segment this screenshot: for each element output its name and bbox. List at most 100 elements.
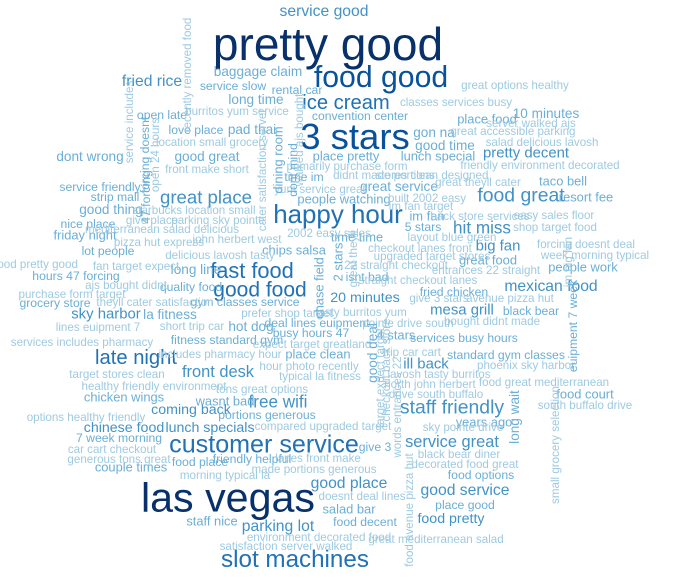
word-las-vegas: las vegas [140, 474, 316, 521]
word-cater-satisfaction-server: cater satisfaction server [256, 108, 270, 232]
word-good-time: good time [415, 138, 475, 154]
word-great-theyll-cater: great theyll cater [435, 176, 521, 190]
word-22-straight-checkout: 22 straight checkout [344, 259, 448, 273]
word-hot-dog: hot dog [228, 319, 274, 335]
word-satisfaction-server-walked: satisfaction server walked [219, 540, 353, 554]
word-black-bear: black bear [502, 303, 560, 318]
word-forcing-doesnt-deal: forcing doesnt deal [537, 238, 635, 252]
word-strip-mall: strip mall [90, 189, 140, 204]
word-people-watching: people watching [297, 191, 391, 207]
word-20-minutes: 20 minutes [330, 289, 400, 306]
word-services-busy-hours: services busy hours [410, 330, 518, 345]
word-built-2002-easy: built 2002 easy [388, 192, 466, 206]
word-classes-services-busy: classes services busy [399, 96, 513, 110]
word-give-place: give place [125, 214, 179, 228]
word-deal-lines-euipment: deal lines euipment [264, 315, 370, 330]
word-long-time: long time [228, 92, 284, 108]
word-happy-hour: happy hour [273, 201, 403, 230]
word-pretty-good: pretty good [212, 18, 444, 70]
word-chase-field: chase field [311, 257, 327, 319]
word-pad-thai: pad thai [227, 122, 277, 138]
word-great-options-healthy: great options healthy [461, 79, 569, 93]
word-shop-target-food: shop target food [513, 221, 597, 235]
word-food-pretty-good: food pretty good [0, 258, 78, 272]
word-front-desk: front desk [182, 362, 254, 381]
word-expect-target-greatland: expect target greatland [252, 338, 372, 352]
word-small-grocery-selection: small grocery selection [549, 386, 563, 504]
word-baggage-claim: baggage claim [213, 64, 303, 80]
word-great-accessible-parking: great accessible parking [450, 125, 576, 139]
word-entrances-22-straight: entrances 22 straight [431, 264, 541, 278]
word-black-bear-diner: black bear diner [417, 448, 501, 462]
word-environment-decorated-food: environment decorated food [246, 531, 392, 545]
word-hours-47-forcing: hours 47 forcing [32, 268, 120, 283]
word-time-time: time time [330, 229, 384, 245]
word-service-slow: service slow [199, 78, 267, 93]
word-friendly-helpful: friendly helpful [212, 451, 292, 466]
word-recently-removed-food: recently removed food [181, 17, 195, 133]
word-purchase-form-target: purchase form target [18, 288, 126, 302]
word-open-late: open late [136, 107, 188, 122]
word-delicious-lavosh-tasty: delicious lavosh tasty [165, 249, 275, 263]
word-target-expect-target: target expect target [374, 328, 388, 428]
word-great-place: great place [160, 186, 252, 208]
word-resort-fee: resort fee [558, 189, 614, 205]
word-slot-machines: slot machines [221, 545, 369, 573]
word-food-avenue-pizza-hut: food avenue pizza hut [403, 453, 417, 567]
word-pointe-drive-south: pointe drive south [362, 317, 454, 331]
word-lanes-front-make: lanes front make [275, 452, 361, 466]
word-good-service: good service [420, 482, 510, 500]
word-service-great: service great [405, 432, 499, 451]
word-phoenix-sky-harbor: phoenix sky harbor [477, 359, 575, 373]
word-im-fan-target: im fan target [388, 200, 454, 214]
word-euipment-7-week: euipment 7 week [565, 279, 580, 373]
word-im-big-fan: im big fan [562, 236, 576, 288]
word-good-place: good place [310, 475, 388, 493]
word-upgraded-target-stores: upgraded target stores [373, 250, 491, 264]
word-fried-chicken: fried chicken [419, 284, 489, 299]
word-dining-room: dining room [270, 126, 286, 194]
word-2-stars: 2 stars [330, 242, 346, 282]
word-great-theyll: great theyll [347, 230, 361, 288]
word-tasty-burritos-yum: tasty burritos yum [315, 306, 407, 320]
word-checkout-lanes-front: checkout lanes front [368, 242, 472, 256]
word-lunch-specials: lunch specials [165, 419, 255, 436]
word-coming-back: coming back [151, 401, 231, 418]
word-lunch-special: lunch special [400, 148, 476, 164]
word-give-3: give 3 [358, 439, 392, 454]
word-good-great: good great [174, 149, 240, 165]
word-fried-rice: fried rice [121, 73, 183, 91]
word-sky-pointe-drive: sky pointe drive [422, 421, 504, 435]
word-couple-times: couple times [94, 459, 168, 475]
word-north-john-herbert: north john herbert [384, 378, 476, 392]
word-chicken-wings: chicken wings [83, 389, 165, 405]
word-options-healthy-friendly: options healthy friendly [26, 411, 146, 425]
word-love-place: love place [168, 122, 224, 137]
word-staff-friendly: staff friendly [399, 396, 505, 419]
word-food-court: food court [556, 386, 614, 402]
word-burritos-yum-service: burritos yum service [185, 105, 289, 119]
word-avenue-pizza-hut: avenue pizza hut [466, 292, 554, 306]
word-front-make-short: front make short [165, 163, 249, 177]
word-rental-car: rental car [271, 82, 323, 97]
word-food-great: food great [477, 184, 565, 207]
word-staff-nice: staff nice [186, 513, 238, 529]
word-place-clean: place clean [285, 346, 351, 362]
word-service-includes: service includes [123, 80, 137, 164]
word-sky-harbor: sky harbor [71, 306, 141, 323]
word-theyll-cater-satisfaction: theyll cater satisfaction [96, 296, 214, 310]
word-gon-na: gon na [413, 125, 455, 141]
word-layout-blue-green: layout blue green [407, 231, 497, 245]
word-big-fan: big fan [475, 238, 521, 255]
word-words-entrances-22: words entrances 22 [391, 356, 405, 458]
word-food-place: food place [171, 454, 229, 469]
word-place-good: place good [435, 497, 495, 512]
word-late-night: late night [95, 346, 177, 369]
word-food-pretty: food pretty [417, 510, 485, 527]
word-long-wait: long wait [507, 390, 523, 444]
word-47-forcing: 47 forcing [138, 170, 153, 224]
word-mediterranean-salad-delicious: mediterranean salad delicious [84, 223, 240, 237]
word-doesnt-deal-lines: doesnt deal lines [318, 490, 406, 504]
word-wasnt-bad: wasnt bad [195, 393, 255, 409]
